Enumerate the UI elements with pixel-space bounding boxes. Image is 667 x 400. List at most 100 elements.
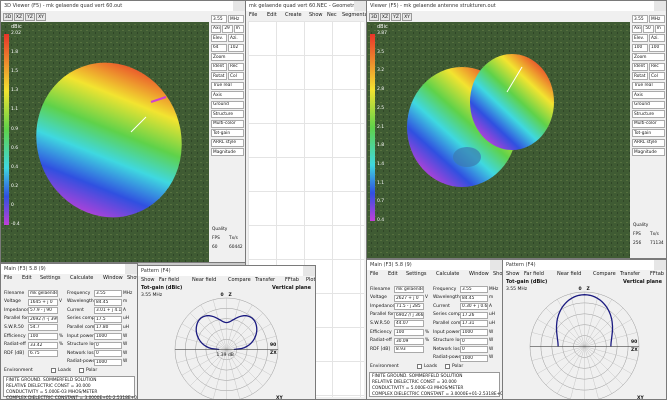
control[interactable]: Axis: [632, 91, 665, 99]
control[interactable]: 29: [222, 24, 233, 33]
menu-item[interactable]: Window: [469, 271, 489, 277]
menu-item[interactable]: Near field: [557, 271, 582, 277]
scale-label: 2.1: [377, 124, 385, 130]
view-button[interactable]: 3D: [3, 13, 13, 21]
close-button[interactable]: [303, 266, 315, 276]
menu-item[interactable]: File: [370, 271, 379, 277]
control[interactable]: 3.55: [632, 15, 648, 23]
control[interactable]: Col: [228, 72, 244, 80]
control[interactable]: True real: [211, 81, 244, 90]
menu-item[interactable]: Show: [141, 277, 155, 283]
control[interactable]: 100: [649, 43, 665, 52]
control[interactable]: Rec: [649, 62, 665, 71]
menu-item[interactable]: FFtab: [650, 271, 664, 277]
control[interactable]: Elev.: [211, 34, 227, 42]
control[interactable]: 3.55: [211, 15, 227, 23]
control[interactable]: Structure: [632, 110, 665, 118]
menu-item[interactable]: Calculate: [70, 275, 94, 281]
control[interactable]: Tot-gain: [211, 129, 244, 137]
view-button[interactable]: XY: [402, 13, 412, 21]
control[interactable]: Zoom: [632, 53, 665, 61]
control[interactable]: Col: [649, 72, 665, 80]
control[interactable]: ARRL style: [632, 138, 665, 147]
checkbox[interactable]: [79, 368, 84, 374]
menu-item[interactable]: Show: [309, 12, 323, 18]
control[interactable]: Azi.: [228, 34, 244, 42]
scale-label: -0.4: [11, 222, 20, 227]
menu-item[interactable]: Show: [506, 271, 520, 277]
menu-item[interactable]: Settings: [406, 271, 427, 277]
menu-item[interactable]: Far field: [524, 271, 544, 277]
view-button[interactable]: XZ: [380, 13, 390, 21]
close-button[interactable]: [354, 1, 366, 11]
checkbox[interactable]: [417, 364, 422, 370]
control[interactable]: Ground: [211, 100, 244, 109]
menu-item[interactable]: Show: [127, 275, 137, 281]
control[interactable]: True real: [632, 81, 665, 90]
menu-item[interactable]: Nec: [327, 12, 337, 18]
control-panel: 3.55 MHz Axis 29 m Elev. Azi. 64 102 Zoom Ident Rec…: [210, 11, 245, 262]
close-button[interactable]: [490, 260, 502, 270]
menu-item[interactable]: Transfer: [255, 277, 276, 283]
control[interactable]: ARRL style: [211, 138, 244, 147]
menu-item[interactable]: Far field: [159, 277, 179, 283]
checkbox[interactable]: [51, 368, 56, 374]
control[interactable]: Axis: [211, 24, 222, 33]
checkbox[interactable]: [445, 364, 450, 370]
control[interactable]: Ground: [632, 100, 665, 109]
control[interactable]: MHz: [228, 15, 244, 23]
field-unit: MHz: [123, 290, 133, 296]
control[interactable]: Tot-gain: [632, 129, 665, 137]
control[interactable]: Structure: [211, 110, 244, 118]
menu-item[interactable]: Compare: [228, 277, 251, 283]
control[interactable]: Multi-color: [632, 119, 665, 128]
control[interactable]: Ident: [211, 62, 227, 71]
menu-item[interactable]: FFtab: [285, 277, 299, 283]
menu-item[interactable]: Window: [103, 275, 123, 281]
control[interactable]: MHz: [649, 15, 665, 23]
control[interactable]: m: [233, 24, 244, 33]
menu-item[interactable]: File: [249, 12, 258, 18]
control[interactable]: Multi-color: [211, 119, 244, 128]
close-button[interactable]: [654, 1, 666, 11]
menu-item[interactable]: Show: [493, 271, 503, 277]
view-button[interactable]: XZ: [14, 13, 24, 21]
menu-item[interactable]: Create: [285, 12, 302, 18]
control[interactable]: 64: [211, 43, 227, 52]
control[interactable]: Rotat: [632, 72, 648, 80]
control[interactable]: Magnitude: [211, 148, 244, 156]
menu-item[interactable]: Calculate: [436, 271, 460, 277]
control[interactable]: Elev.: [632, 34, 648, 42]
menu-item[interactable]: Edit: [22, 275, 32, 281]
view-button[interactable]: 3D: [369, 13, 379, 21]
menu-item[interactable]: Near field: [192, 277, 217, 283]
close-button[interactable]: [654, 260, 666, 270]
control[interactable]: 100: [632, 43, 648, 52]
note-line: FINITE GROUND. SOMMERFELD SOLUTION: [6, 378, 97, 384]
control[interactable]: Rec: [228, 62, 244, 71]
control[interactable]: Zoom: [211, 53, 244, 61]
close-button[interactable]: [233, 1, 245, 11]
menu-item[interactable]: Plot: [306, 277, 316, 283]
menu-item[interactable]: File: [4, 275, 13, 281]
menu-item[interactable]: Segmentat: [342, 12, 367, 18]
view-button[interactable]: YZ: [391, 13, 401, 21]
control[interactable]: Ident: [632, 62, 648, 71]
control[interactable]: 102: [228, 43, 244, 52]
control[interactable]: Magnitude: [632, 148, 665, 156]
control[interactable]: Azi.: [649, 34, 665, 42]
menu-item[interactable]: Compare: [593, 271, 616, 277]
menu-item[interactable]: Edit: [388, 271, 398, 277]
view-button[interactable]: YZ: [25, 13, 35, 21]
close-button[interactable]: [125, 264, 137, 274]
menu-item[interactable]: Edit: [267, 12, 277, 18]
control[interactable]: Axis: [211, 91, 244, 99]
menu-item[interactable]: Settings: [40, 275, 61, 281]
control[interactable]: Rotat: [211, 72, 227, 80]
menu-item[interactable]: Transfer: [620, 271, 641, 277]
control[interactable]: m: [654, 24, 665, 33]
control[interactable]: 50: [643, 24, 654, 33]
view-button[interactable]: XY: [36, 13, 46, 21]
control[interactable]: Axis: [632, 24, 643, 33]
field-label: Structure loss: [67, 342, 99, 348]
